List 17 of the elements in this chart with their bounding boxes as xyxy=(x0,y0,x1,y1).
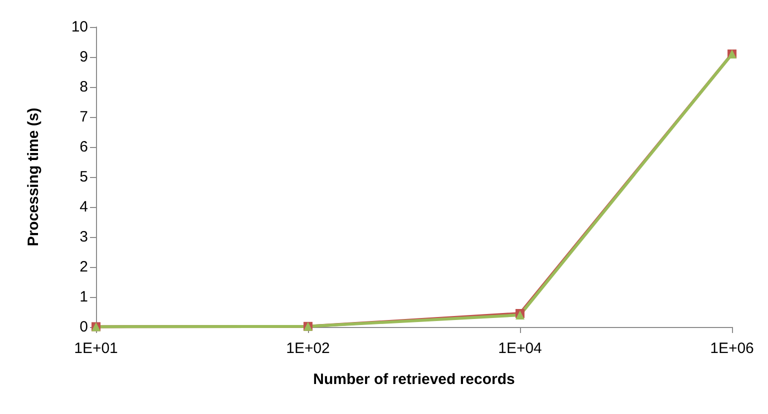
y-axis-title: Processing time (s) xyxy=(25,108,42,246)
y-tick-label: 2 xyxy=(80,258,88,276)
x-tick-label: 1E+02 xyxy=(286,340,330,357)
y-tick-label: 0 xyxy=(80,318,88,336)
x-axis-title: Number of retrieved records xyxy=(313,371,515,388)
y-tick-label: 7 xyxy=(80,108,88,126)
y-tick-label: 3 xyxy=(80,228,88,246)
y-tick-label: 4 xyxy=(80,198,88,216)
x-tick-label: 1E+06 xyxy=(710,340,754,357)
y-tick-label: 10 xyxy=(71,18,88,36)
y-tick-label: 9 xyxy=(80,48,88,66)
y-tick-label: 5 xyxy=(80,168,88,186)
x-tick-label: 1E+01 xyxy=(74,340,118,357)
y-tick-label: 6 xyxy=(80,138,88,156)
y-tick-label: 1 xyxy=(80,288,88,306)
y-tick-label: 8 xyxy=(80,78,88,96)
x-tick-label: 1E+04 xyxy=(498,340,542,357)
